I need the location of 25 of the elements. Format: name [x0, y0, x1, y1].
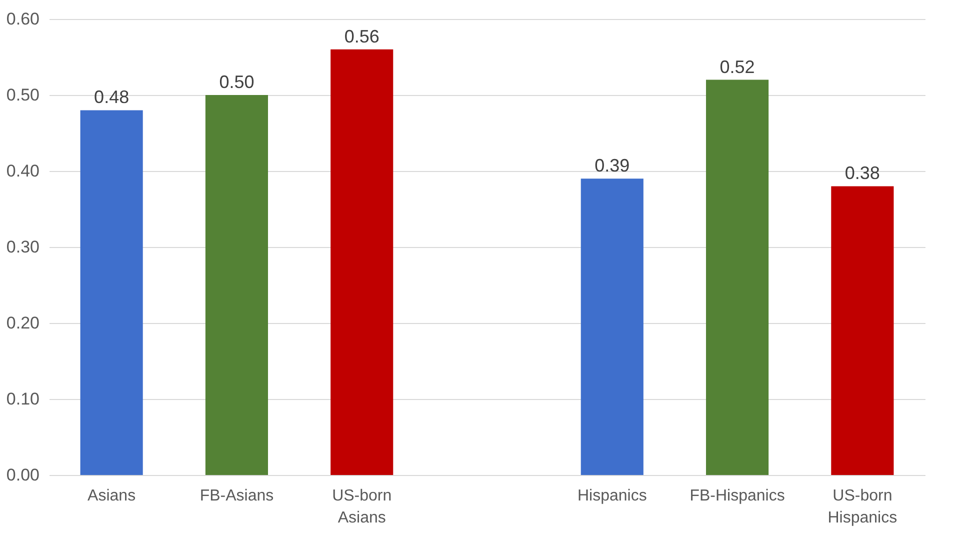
data-label: 0.39: [594, 156, 630, 176]
data-label: 0.38: [844, 163, 880, 184]
bar: [330, 49, 394, 475]
y-tick-label: 0.60: [6, 10, 40, 28]
bar: [831, 186, 894, 475]
x-tick-label: FB-Hispanics: [690, 488, 785, 504]
data-label: 0.50: [219, 72, 254, 92]
y-tick-label: 0.20: [6, 314, 40, 332]
y-tick-label: 0.30: [6, 238, 40, 256]
x-tick-label: US-born Hispanics: [828, 488, 898, 526]
y-tick-label: 0.10: [6, 390, 40, 408]
data-label: 0.52: [720, 56, 755, 77]
data-label: 0.48: [94, 87, 130, 108]
bar: [706, 80, 769, 475]
y-tick-label: 0.40: [6, 162, 40, 180]
data-label: 0.56: [344, 26, 380, 46]
bar: [205, 95, 268, 475]
x-tick-label: Asians: [88, 488, 136, 504]
x-tick-label: Hispanics: [577, 488, 647, 504]
y-tick-label: 0.50: [6, 86, 40, 104]
x-tick-label: US-born Asians: [332, 488, 392, 526]
bar: [80, 110, 143, 475]
y-tick-label: 0.00: [6, 466, 40, 484]
x-tick-label: FB-Asians: [200, 488, 274, 504]
bar: [580, 178, 644, 475]
